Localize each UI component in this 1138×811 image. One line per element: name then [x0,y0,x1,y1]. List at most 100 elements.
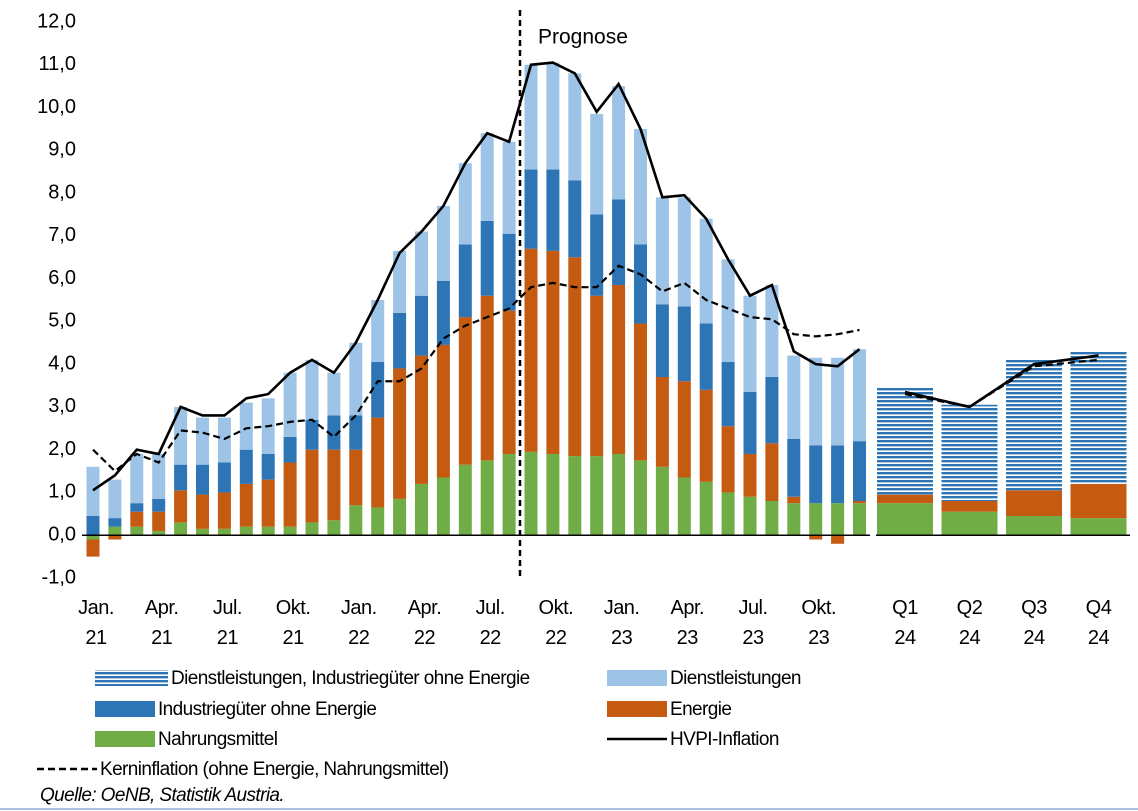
bar-segment [568,257,582,457]
bar-segment [877,494,933,504]
bar-segment [787,496,801,504]
bar-segment [217,462,231,493]
bar-segment [809,503,823,536]
bar-segment [655,304,669,377]
bar-segment [721,259,735,363]
bar-segment [721,492,735,536]
x-tick-label: Jul. 23 [738,597,768,649]
bar-segment [699,389,713,482]
bar-segment [371,507,385,536]
bar-segment [699,323,713,390]
bar-segment [743,453,757,497]
bar-segment [305,419,319,450]
hicp-line [92,61,861,492]
bar-segment [458,464,472,536]
bar-segment [130,511,144,527]
bar-segment [634,244,647,324]
legend-label: HVPI-Inflation [670,729,779,750]
bar-segment [1070,483,1127,519]
bar-segment [743,295,757,392]
legend-swatch [95,701,155,717]
x-tick-label: Okt. 22 [538,597,574,649]
bar-segment [877,387,933,495]
bar-segment [809,357,823,446]
bar-segment [327,415,341,450]
bar-segment [590,456,604,536]
y-tick-label: 9,0 [48,139,76,161]
bar-segment [436,205,450,281]
bar-segment [524,451,538,536]
bar-segment [108,535,122,540]
bar-segment [130,526,144,536]
bar-segment [436,477,450,536]
bar-segment [853,501,866,504]
bar-segment [853,349,866,442]
bar-segment [480,295,494,461]
legend-swatch [607,670,667,686]
x-tick-label: Q2 24 [956,597,983,649]
bar-segment [568,180,582,258]
bar-segment [853,503,866,536]
bar-segment [480,133,494,221]
bar-segment [612,285,626,454]
x-tick-label: Q4 24 [1085,597,1112,649]
bar-segment [217,528,231,536]
bar-segment [415,483,428,536]
x-tick-label: Jan. 21 [78,597,114,649]
bar-segment [239,526,253,536]
bar-segment [108,479,122,519]
bar-segment [436,280,450,345]
bar-segment [108,518,122,527]
bar-segment [393,368,407,499]
bar-segment [765,443,779,502]
bar-segment [831,535,845,544]
bar-segment [283,526,297,536]
bar-segment [502,233,516,311]
bar-segment [196,417,209,465]
bar-segment [349,505,363,536]
bar-segment [655,197,669,305]
source: Quelle: OeNB, Statistik Austria. [40,785,284,806]
bar-segment [130,453,144,504]
forecast-label: Prognose [538,26,628,49]
bar-segment [393,312,407,369]
x-tick-label: Apr. 23 [670,597,705,649]
x-tick-label: Q1 24 [892,597,918,649]
y-tick-label: 0,0 [48,524,76,546]
bar-segment [590,214,604,296]
bar-segment [327,520,341,536]
legend-swatch [95,731,155,747]
bar-segment [349,449,363,506]
legend-swatch [95,670,168,686]
bar-segment [787,503,801,536]
bar-segment [524,64,538,170]
bar-segment [524,248,538,452]
x-tick-label: Jan. 22 [340,597,377,649]
bar-segment [393,250,407,313]
x-tick-label: Apr. 21 [144,597,179,649]
bar-segment [261,453,275,480]
bar-segment [612,86,626,200]
bar-segment [941,501,998,512]
x-tick-label: Apr. 22 [407,597,442,649]
bar-segment [283,436,297,463]
legend-label: Nahrungsmittel [158,729,277,750]
bar-segment [634,323,647,461]
bar-segment [86,466,100,516]
bar-segment [809,535,823,540]
bar-segment [1006,359,1062,491]
bar-segment [283,372,297,437]
x-tick-label: Okt. 23 [801,597,837,649]
y-tick-label: 5,0 [48,310,76,332]
bar-segment [941,404,998,502]
bar-segment [327,372,341,416]
bar-segment [502,310,516,454]
bar-segment [612,199,626,286]
bar-segment [196,464,209,495]
bar-segment [283,462,297,527]
bar-segment [174,464,188,491]
x-tick-label: Jan. 23 [603,597,640,649]
y-tick-label: 1,0 [48,481,76,503]
bar-segment [174,406,188,465]
bar-segment [1006,490,1062,516]
